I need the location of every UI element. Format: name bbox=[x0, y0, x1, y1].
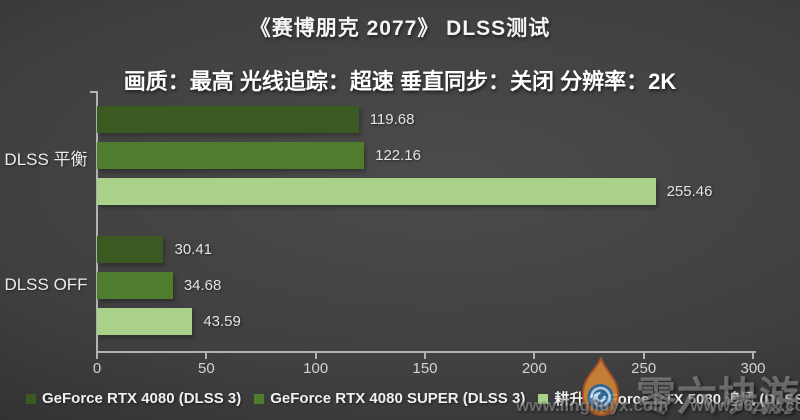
category-label: DLSS 平衡 bbox=[4, 149, 88, 169]
x-axis-line bbox=[96, 351, 756, 353]
chart-title: 《赛博朋克 2077》 DLSS测试 bbox=[249, 17, 551, 40]
x-axis-tick-label: 50 bbox=[197, 360, 215, 377]
y-axis-top-cap bbox=[90, 91, 98, 93]
x-axis-tick bbox=[205, 353, 208, 359]
x-axis-tick-label: 250 bbox=[631, 360, 657, 377]
bar bbox=[97, 308, 193, 335]
bar bbox=[97, 272, 173, 299]
bar bbox=[97, 178, 656, 205]
x-axis-tick bbox=[533, 353, 536, 359]
legend-label: GeForce RTX 4080 SUPER (DLSS 3) bbox=[270, 390, 526, 407]
bar-value-label: 255.46 bbox=[666, 183, 713, 200]
x-axis-tick-label: 0 bbox=[92, 360, 102, 377]
chart-subtitle: 画质：最高 光线追踪：超速 垂直同步：关闭 分辨率：2K bbox=[123, 69, 677, 94]
x-axis-tick-label: 200 bbox=[521, 360, 547, 377]
x-axis-tick bbox=[752, 353, 754, 359]
x-axis-tick-label: 100 bbox=[303, 360, 329, 377]
bar bbox=[97, 142, 365, 169]
watermark-url-left: www.lingliuyx.com bbox=[516, 396, 669, 415]
legend-item: GeForce RTX 4080 SUPER (DLSS 3) bbox=[254, 390, 525, 407]
watermark-flame-logo bbox=[581, 357, 620, 417]
bar bbox=[97, 236, 164, 263]
bar-value-label: 122.16 bbox=[375, 147, 421, 164]
bar-value-label: 119.68 bbox=[369, 111, 415, 128]
x-axis-tick bbox=[642, 353, 645, 359]
watermark-url-right: www.06zyx.com bbox=[690, 396, 800, 415]
category-label: DLSS OFF bbox=[4, 274, 88, 294]
x-axis-tick-label: 300 bbox=[740, 360, 766, 377]
bar bbox=[97, 106, 359, 133]
legend-swatch bbox=[538, 393, 549, 404]
bar-value-label: 43.59 bbox=[203, 313, 241, 330]
bar-value-label: 30.41 bbox=[174, 241, 213, 258]
legend-item: GeForce RTX 4080 (DLSS 3) bbox=[26, 390, 241, 407]
bar-value-label: 34.68 bbox=[183, 277, 222, 294]
watermark-text: 零六块游戏 bbox=[636, 375, 800, 419]
x-axis-tick bbox=[314, 353, 317, 359]
legend-label: GeForce RTX 4080 (DLSS 3) bbox=[42, 390, 242, 407]
legend-swatch bbox=[254, 393, 265, 404]
legend-swatch bbox=[26, 393, 36, 404]
x-axis-tick-label: 150 bbox=[412, 360, 438, 377]
watermark-urls: www.lingliuyx.com www.06zyx.com bbox=[516, 396, 800, 416]
x-axis-tick bbox=[96, 353, 98, 359]
y-axis-line bbox=[96, 92, 98, 352]
x-axis-tick bbox=[424, 353, 426, 359]
